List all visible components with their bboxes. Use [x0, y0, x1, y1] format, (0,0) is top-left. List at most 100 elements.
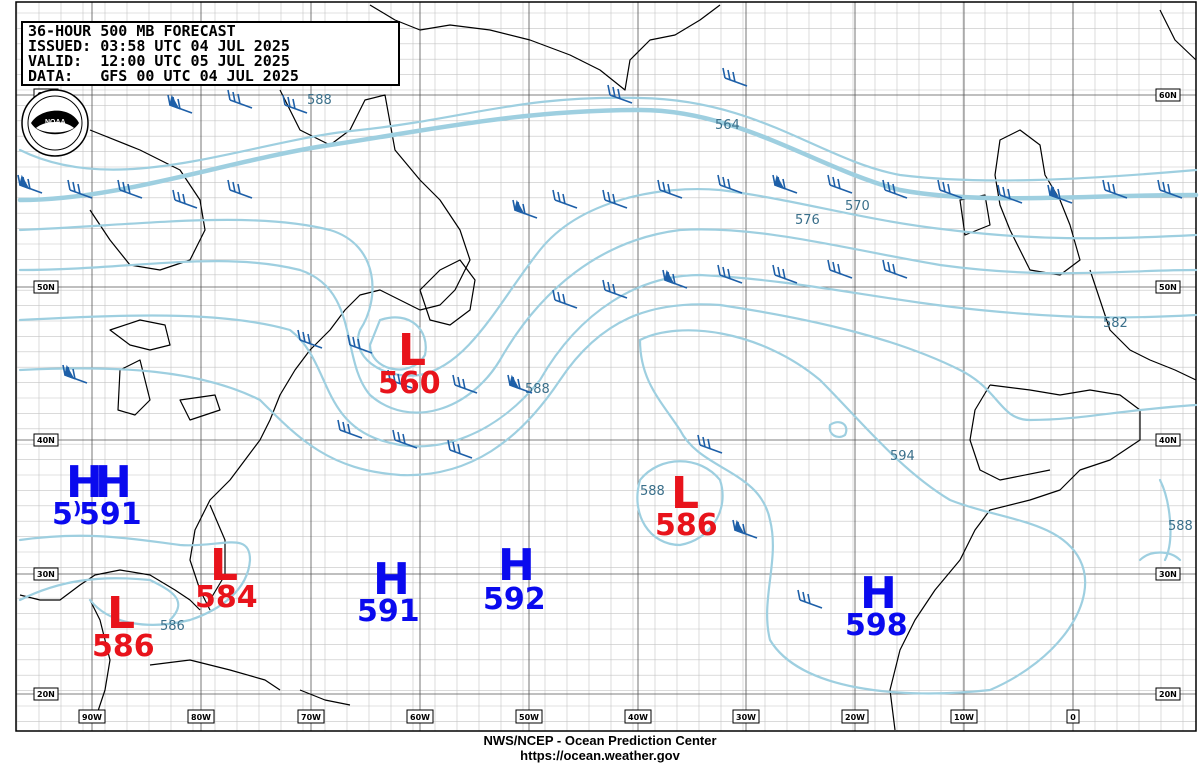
contour-label: 588 [640, 484, 665, 499]
wind-barb [797, 589, 823, 609]
wind-barb [67, 179, 93, 199]
high-value: 5⁾ [52, 497, 82, 532]
low-center: L 560 [378, 325, 441, 401]
lon-label: 30W [736, 713, 756, 722]
low-center: L 586 [92, 588, 155, 664]
website-link[interactable]: https://ocean.weather.gov [520, 748, 680, 763]
low-symbol: L [671, 468, 699, 519]
agency-credit: NWS/NCEP - Ocean Prediction Center [483, 733, 717, 748]
wind-barb [552, 289, 578, 309]
wind-barb [772, 264, 798, 284]
lon-label: 0 [1070, 713, 1076, 722]
high-center: H 598 [845, 568, 908, 643]
low-value: 584 [195, 580, 258, 615]
wind-barb [717, 264, 743, 284]
wind-barb [607, 84, 633, 104]
wind-barb [827, 259, 853, 279]
valid-time: VALID: 12:00 UTC 05 JUL 2025 [28, 52, 290, 70]
lon-label: 50W [519, 713, 539, 722]
wind-barb [997, 184, 1023, 204]
contour-label: 576 [795, 213, 820, 228]
wind-barb [697, 434, 723, 454]
data-source: DATA: GFS 00 UTC 04 JUL 2025 [28, 67, 299, 85]
lon-label-box [78, 709, 106, 724]
lon-label-box [732, 709, 760, 724]
high-value: 598 [845, 608, 908, 643]
high-value: 591 [357, 594, 420, 629]
wind-barb [452, 374, 478, 394]
lat-label-box [33, 567, 59, 581]
lat-label-box [1155, 687, 1181, 701]
low-center: L 586 [655, 468, 718, 543]
forecast-title: 36-HOUR 500 MB FORECAST [28, 22, 236, 40]
lon-label-box [1066, 709, 1080, 724]
lon-label-box [406, 709, 434, 724]
wind-barb [722, 67, 748, 87]
lon-label: 80W [191, 713, 211, 722]
low-center: L 584 [195, 540, 258, 615]
high-symbol: H [498, 540, 535, 591]
lon-label: 10W [954, 713, 974, 722]
low-symbol: L [398, 325, 426, 376]
contour-labels: 588 564 570 576 582 588 594 588 588 586 [160, 93, 1193, 634]
lon-label-box [841, 709, 869, 724]
wind-barb [882, 259, 908, 279]
contour-label: 588 [1168, 519, 1193, 534]
lat-label: 40N [37, 436, 55, 445]
wind-barb [772, 174, 798, 194]
high-center: H 592 [483, 540, 546, 617]
lon-label: 60W [410, 713, 430, 722]
lon-label: 40W [628, 713, 648, 722]
wind-barb [827, 174, 853, 194]
longitude-labels: 90W 80W 70W 60W 50W 40W 30W 20W 10W 0 [78, 709, 1080, 724]
lat-label-box [33, 687, 59, 701]
map-frame [15, 1, 1197, 732]
lat-label: 60N [1159, 91, 1177, 100]
high-value: 591 [79, 497, 142, 532]
low-value: 560 [378, 366, 441, 401]
lat-label-box [1155, 567, 1181, 581]
forecast-map: 588 564 570 576 582 588 594 588 588 586 … [15, 1, 1199, 732]
wind-barb [387, 369, 413, 389]
wind-barb [62, 364, 88, 384]
lon-label-box [950, 709, 978, 724]
lat-label: 20N [1159, 690, 1177, 699]
lon-label: 20W [845, 713, 865, 722]
lat-label: 40N [1159, 436, 1177, 445]
wind-barb [227, 89, 253, 109]
lat-label-box [33, 280, 59, 294]
contour-label: 594 [890, 449, 915, 464]
wind-barb [347, 334, 373, 354]
wind-barb [282, 94, 308, 114]
wind-barb [507, 374, 533, 394]
high-center: H 591 [357, 554, 420, 629]
height-contours [17, 96, 1199, 695]
issued-time: ISSUED: 03:58 UTC 04 JUL 2025 [28, 37, 290, 55]
wind-barb [717, 174, 743, 194]
contour-label: 570 [845, 199, 870, 214]
coastlines [19, 4, 1197, 731]
wind-barbs [17, 67, 1183, 609]
wind-barb [882, 179, 908, 199]
noaa-logo-text: NOAA [45, 119, 66, 126]
high-symbol: H [860, 568, 897, 619]
lon-label: 90W [82, 713, 102, 722]
low-symbol: L [210, 540, 238, 591]
contour-label: 564 [715, 118, 740, 133]
lat-label: 30N [37, 570, 55, 579]
wind-barb [662, 269, 688, 289]
lon-label-box [515, 709, 543, 724]
lat-label-box [1155, 433, 1181, 447]
high-symbol: H [373, 554, 410, 605]
lon-label-box [187, 709, 215, 724]
lon-label-box [297, 709, 325, 724]
wind-barb [1047, 184, 1073, 204]
lat-label: 20N [37, 690, 55, 699]
lat-label-box [33, 433, 59, 447]
high-center: H H 5⁾ 591 [52, 457, 142, 532]
lat-label: 50N [1159, 283, 1177, 292]
contour-label: 586 [160, 619, 185, 634]
wind-barb [447, 439, 473, 459]
pressure-systems: L 560 L 586 L 584 L 586 H H 5⁾ 591 H 591… [52, 325, 908, 664]
wind-barb [657, 179, 683, 199]
